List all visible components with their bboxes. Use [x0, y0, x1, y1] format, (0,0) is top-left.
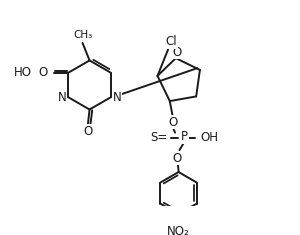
- Text: O: O: [83, 125, 92, 138]
- Text: Cl: Cl: [166, 35, 177, 48]
- Text: O: O: [172, 46, 181, 59]
- Text: S=: S=: [150, 131, 167, 144]
- Text: P: P: [181, 130, 188, 144]
- Text: NO₂: NO₂: [167, 225, 190, 235]
- Text: CH₃: CH₃: [73, 30, 92, 40]
- Text: O: O: [172, 152, 182, 164]
- Text: N: N: [112, 91, 121, 104]
- Text: OH: OH: [200, 131, 218, 144]
- Text: O: O: [169, 116, 178, 129]
- Text: HO: HO: [14, 66, 32, 79]
- Text: O: O: [38, 66, 47, 79]
- Text: N: N: [58, 91, 67, 104]
